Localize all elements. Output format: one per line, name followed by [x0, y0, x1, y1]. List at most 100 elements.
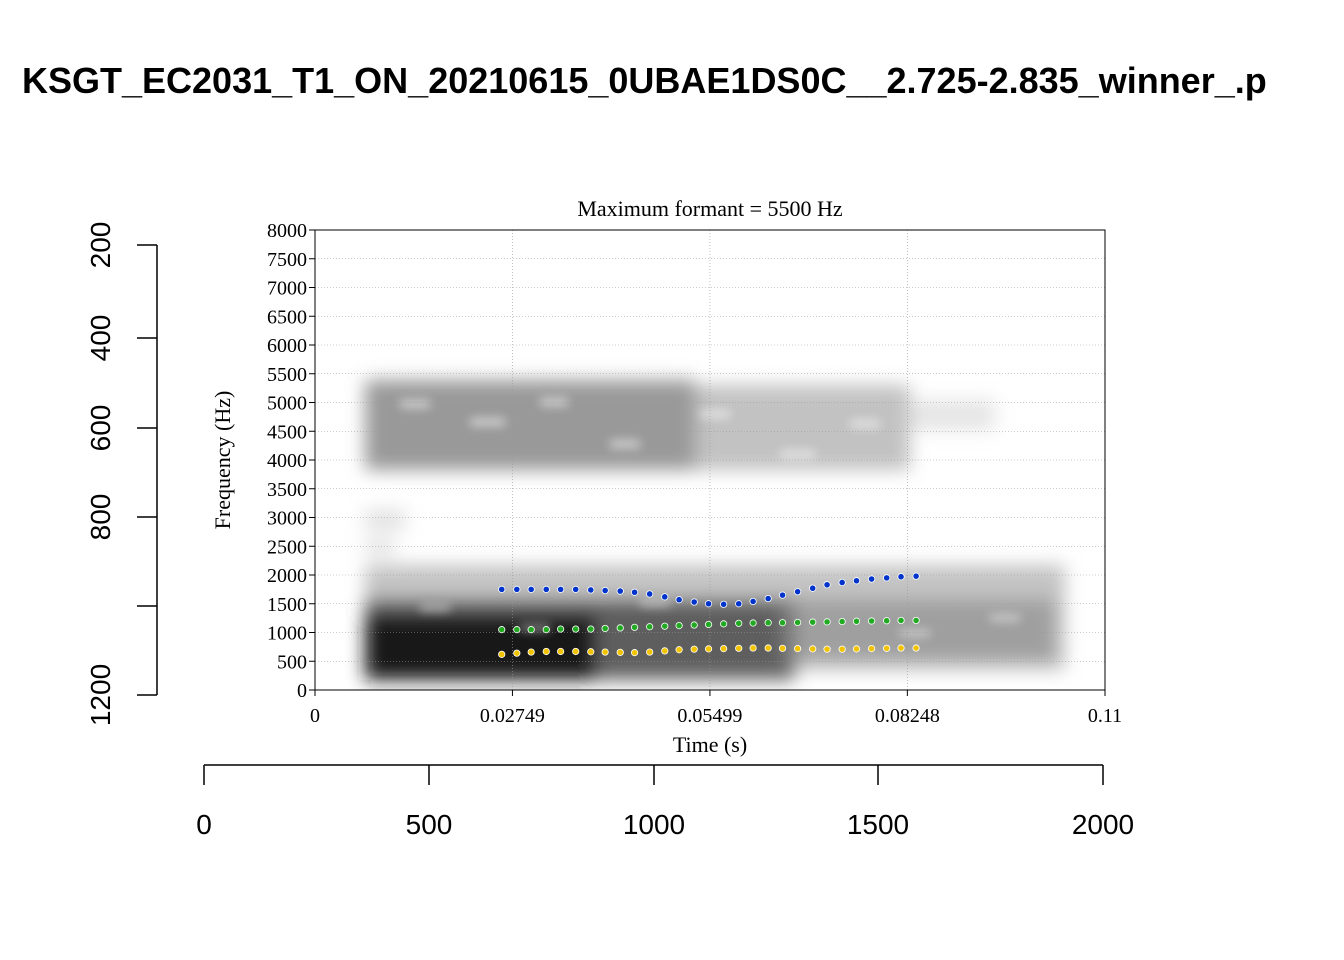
formant-point-f3 [557, 585, 565, 593]
formant-point-f1 [867, 644, 876, 653]
y-tick-label: 8000 [267, 220, 307, 242]
x-tick-label: 0.02749 [480, 705, 545, 727]
formant-point-f2 [704, 620, 713, 629]
y-tick-label: 6500 [267, 306, 307, 328]
x-tick-label: 0 [310, 705, 320, 727]
y-tick-label: 2000 [267, 565, 307, 587]
formant-point-f3 [897, 573, 905, 581]
x-axis-label: Time (s) [673, 732, 747, 757]
formant-point-f1 [735, 644, 743, 652]
formant-point-f3 [630, 588, 639, 596]
formant-point-f2 [572, 625, 580, 633]
spectrogram [365, 380, 1065, 680]
formant-point-f1 [852, 645, 861, 653]
formant-point-f1 [897, 644, 905, 652]
formant-point-f1 [838, 645, 846, 653]
outer-x-tick-label: 1000 [623, 809, 685, 840]
y-tick-label: 4500 [267, 421, 307, 443]
formant-point-f1 [794, 644, 802, 653]
formant-point-f1 [749, 644, 757, 652]
formant-point-f2 [646, 623, 654, 631]
chart-title: Maximum formant = 5500 Hz [577, 196, 843, 221]
y-tick-label: 5500 [267, 364, 307, 386]
outer-y-tick-label: 600 [85, 405, 116, 452]
formant-point-f3 [809, 584, 817, 592]
x-tick-label: 0.08248 [875, 705, 940, 727]
y-tick-label: 1000 [267, 623, 307, 645]
formant-point-f1 [764, 644, 772, 652]
formant-point-f1 [883, 644, 891, 652]
page-title: KSGT_EC2031_T1_ON_20210615_0UBAE1DS0C__2… [22, 60, 1267, 101]
formant-point-f1 [823, 645, 831, 653]
formant-point-f1 [572, 647, 580, 656]
formant-point-f2 [867, 617, 876, 625]
x-tick-label: 0.05499 [677, 705, 742, 727]
formant-point-f3 [838, 578, 846, 587]
formant-point-f2 [764, 619, 772, 627]
formant-point-f3 [823, 581, 831, 589]
formant-point-f3 [646, 590, 654, 598]
outer-y-tick-label: 1200 [85, 664, 116, 726]
formant-point-f3 [675, 596, 683, 604]
formant-point-f2 [587, 625, 595, 633]
formant-point-f2 [823, 618, 831, 626]
formant-point-f3 [690, 598, 698, 606]
outer-y-tick-label: 400 [85, 315, 116, 362]
formant-point-f3 [704, 600, 713, 608]
formant-point-f3 [778, 591, 787, 599]
formant-point-f2 [527, 626, 535, 634]
formant-point-f2 [778, 619, 787, 627]
formant-point-f1 [912, 644, 920, 652]
formant-point-f3 [661, 593, 669, 601]
formant-point-f2 [513, 626, 521, 634]
formant-point-f2 [498, 626, 506, 634]
formant-point-f1 [809, 645, 817, 653]
formant-point-f2 [838, 617, 846, 626]
formant-point-f2 [809, 618, 817, 626]
formant-point-f3 [749, 597, 757, 606]
formant-point-f1 [646, 648, 654, 656]
formant-point-f1 [601, 648, 609, 656]
formant-points [498, 572, 920, 658]
y-tick-label: 5000 [267, 393, 307, 415]
formant-point-f2 [661, 622, 669, 630]
formant-point-f1 [513, 649, 521, 657]
formant-point-f3 [572, 585, 580, 593]
formant-point-f2 [690, 621, 698, 629]
formant-point-f2 [735, 619, 743, 627]
formant-point-f3 [498, 585, 506, 593]
y-tick-label: 3000 [267, 508, 307, 530]
formant-point-f1 [778, 644, 787, 652]
formant-point-f1 [630, 649, 639, 657]
formant-point-f3 [720, 600, 728, 608]
outer-x-tick-label: 500 [406, 809, 453, 840]
outer-y-axis: 200 400 600 800 1200 [85, 222, 158, 726]
formant-point-f3 [794, 588, 802, 596]
formant-point-f2 [542, 626, 550, 634]
x-axis: 0 0.02749 0.05499 0.08248 0.11 [310, 690, 1122, 727]
formant-point-f3 [764, 594, 772, 603]
formant-point-f2 [852, 617, 861, 625]
formant-point-f3 [912, 572, 920, 580]
y-tick-label: 7500 [267, 249, 307, 271]
outer-x-axis: 0 500 1000 1500 2000 [196, 764, 1134, 840]
formant-point-f1 [527, 648, 535, 656]
formant-chart: Maximum formant = 5500 Hz [210, 196, 1122, 757]
formant-point-f3 [513, 585, 521, 593]
formant-point-f3 [587, 586, 595, 594]
formant-point-f2 [912, 616, 920, 625]
outer-x-tick-label: 2000 [1072, 809, 1134, 840]
formant-point-f1 [675, 646, 683, 654]
outer-x-tick-label: 0 [196, 809, 212, 840]
formant-point-f1 [587, 648, 595, 656]
y-tick-label: 6000 [267, 335, 307, 357]
outer-x-tick-label: 1500 [847, 809, 909, 840]
formant-point-f2 [897, 616, 905, 625]
formant-point-f2 [720, 620, 728, 628]
formant-point-f1 [661, 647, 669, 655]
formant-point-f3 [883, 574, 891, 582]
y-tick-label: 2500 [267, 536, 307, 558]
outer-y-tick-label: 800 [85, 494, 116, 541]
formant-point-f1 [616, 648, 624, 656]
